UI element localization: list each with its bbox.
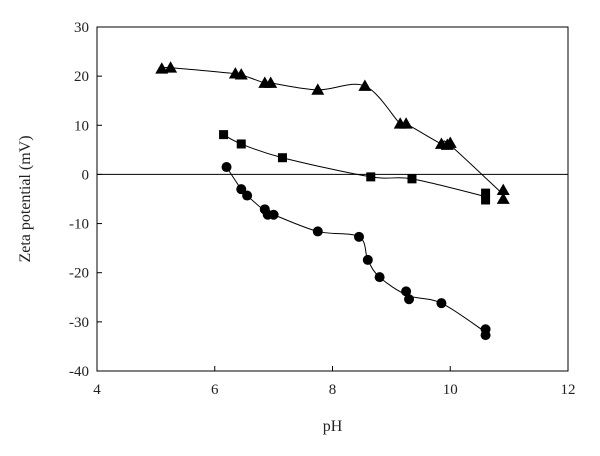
y-tick-label: 0	[82, 167, 90, 183]
triangle-point	[311, 83, 325, 95]
y-tick-label: 30	[74, 20, 89, 36]
triangle-point	[234, 68, 248, 80]
circle-point	[268, 209, 279, 220]
circle-point	[242, 190, 253, 201]
square-point	[277, 153, 287, 163]
x-tick-label: 12	[561, 382, 576, 398]
triangle-series-curve	[161, 67, 504, 195]
x-tick-label: 10	[443, 382, 458, 398]
triangle-point	[264, 76, 278, 88]
y-tick-label: -20	[69, 266, 89, 282]
square-point	[407, 174, 417, 184]
x-axis-ticks: 4 6 8 10 12	[93, 366, 576, 398]
square-point	[481, 195, 491, 205]
square-point	[366, 172, 376, 182]
circle-point	[362, 254, 373, 265]
circle-point	[353, 231, 364, 242]
triangle-point	[358, 79, 372, 91]
series-markers	[155, 61, 510, 341]
x-tick-label: 8	[329, 382, 337, 398]
y-tick-label: 20	[74, 69, 89, 85]
x-axis-title: pH	[323, 418, 343, 435]
y-tick-label: 10	[74, 118, 89, 134]
series-curves	[161, 67, 504, 333]
circle-point	[480, 330, 491, 341]
y-tick-label: -40	[69, 364, 89, 380]
y-tick-label: -30	[69, 315, 89, 331]
x-tick-label: 6	[211, 382, 219, 398]
triangle-point	[164, 61, 178, 73]
triangle-point	[443, 136, 457, 148]
triangle-point	[496, 192, 510, 204]
triangle-point	[399, 117, 413, 129]
triangle-point	[496, 183, 510, 196]
plot-area	[96, 26, 569, 372]
y-tick-label: -10	[69, 217, 89, 233]
triangle-point	[155, 62, 169, 74]
circle-point	[436, 298, 447, 309]
circle-point	[221, 162, 232, 173]
circle-point	[312, 226, 323, 237]
square-point	[219, 130, 229, 140]
y-axis-ticks: 30 20 10 0 -10 -20 -30 -40	[69, 20, 102, 380]
square-point	[236, 139, 246, 149]
circle-point	[236, 184, 247, 195]
circle-series-curve	[226, 166, 486, 333]
square-point	[481, 188, 491, 198]
circle-point	[404, 294, 415, 305]
y-axis-title: Zeta potential (mV)	[17, 135, 34, 262]
circle-point	[374, 272, 385, 283]
x-tick-label: 4	[93, 382, 101, 398]
circle-point	[401, 286, 412, 297]
